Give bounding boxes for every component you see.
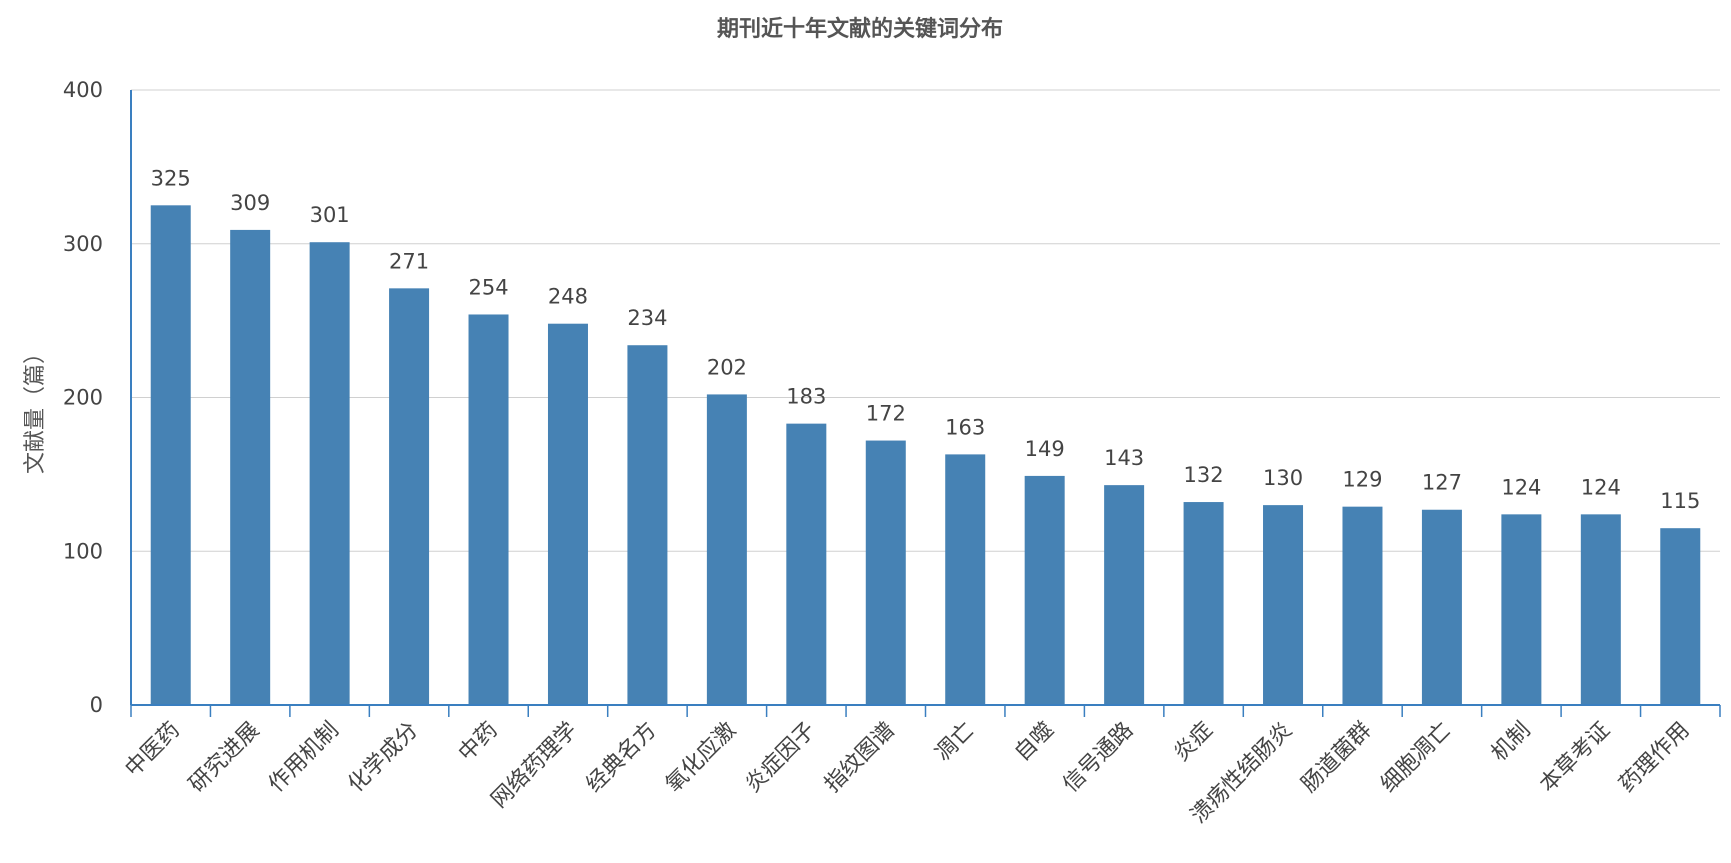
data-label-16: 129 [1342, 468, 1382, 492]
data-label-6: 248 [548, 285, 588, 309]
y-tick-label-400: 400 [63, 78, 103, 102]
data-label-2: 309 [230, 191, 270, 215]
bar-13[interactable] [1104, 485, 1145, 705]
bar-1[interactable] [150, 205, 191, 705]
data-label-8: 202 [707, 355, 747, 379]
x-tick-label-1: 中医药 [121, 718, 185, 782]
bar-20[interactable] [1660, 528, 1701, 705]
x-tick-label-18: 机制 [1487, 718, 1536, 767]
x-tick-label-13: 信号通路 [1058, 718, 1138, 798]
data-label-19: 124 [1581, 475, 1621, 499]
bar-16[interactable] [1342, 506, 1383, 705]
x-tick-label-9: 炎症因子 [741, 718, 821, 798]
x-tick-label-19: 本草考证 [1535, 718, 1615, 798]
y-axis-label: 文献量（篇） [23, 342, 48, 474]
data-label-4: 271 [389, 249, 429, 273]
bar-3[interactable] [309, 242, 350, 705]
data-labels: 325 309 301 271 254 248 234 202 183 172 163 149 143 1… [151, 166, 1701, 513]
x-tick-label-14: 炎症 [1169, 718, 1218, 767]
bar-2[interactable] [230, 229, 271, 705]
bar-14[interactable] [1183, 502, 1224, 705]
y-tick-label-0: 0 [90, 693, 103, 717]
y-tick-label-300: 300 [63, 232, 103, 256]
data-label-5: 254 [468, 275, 508, 299]
data-label-10: 172 [866, 402, 906, 426]
x-tick-label-12: 自噬 [1010, 718, 1059, 767]
bar-19[interactable] [1580, 514, 1621, 705]
bar-9[interactable] [786, 423, 827, 705]
data-label-15: 130 [1263, 466, 1303, 490]
bar-6[interactable] [547, 323, 588, 705]
data-label-14: 132 [1184, 463, 1224, 487]
bar-10[interactable] [865, 440, 906, 705]
data-label-1: 325 [151, 166, 191, 190]
data-label-12: 149 [1025, 437, 1065, 461]
bar-18[interactable] [1501, 514, 1542, 705]
bar-5[interactable] [468, 314, 509, 705]
bar-12[interactable] [1024, 475, 1065, 705]
x-tick-label-8: 氧化应激 [661, 718, 741, 798]
bar-17[interactable] [1421, 509, 1462, 705]
data-label-17: 127 [1422, 471, 1462, 495]
bar-15[interactable] [1263, 505, 1304, 705]
bars [150, 205, 1701, 705]
x-tick-label-5: 中药 [454, 718, 503, 767]
x-tick-label-6: 网络药理学 [487, 718, 582, 813]
bar-7[interactable] [627, 345, 668, 705]
data-label-3: 301 [310, 203, 350, 227]
bar-8[interactable] [706, 394, 747, 705]
x-tick-label-2: 研究进展 [185, 718, 265, 798]
data-label-7: 234 [627, 306, 667, 330]
bar-4[interactable] [389, 288, 430, 705]
chart-title: 期刊近十年文献的关键词分布 [717, 16, 1003, 42]
x-tick-label-7: 经典名方 [582, 718, 662, 798]
x-tick-label-4: 化学成分 [343, 718, 423, 798]
data-label-20: 115 [1660, 489, 1700, 513]
y-axis-ticks: 0 100 200 300 400 [63, 78, 103, 717]
x-tick-label-10: 指纹图谱 [820, 718, 900, 798]
x-tick-label-20: 药理作用 [1615, 718, 1695, 798]
bar-11[interactable] [945, 454, 986, 705]
y-tick-label-200: 200 [63, 386, 103, 410]
x-tick-label-11: 凋亡 [931, 718, 980, 767]
grid-lines [131, 89, 1720, 552]
x-tick-label-3: 作用机制 [264, 718, 344, 798]
data-label-11: 163 [945, 415, 985, 439]
data-label-9: 183 [786, 385, 826, 409]
x-tick-label-16: 肠道菌群 [1297, 718, 1377, 798]
y-tick-label-100: 100 [63, 539, 103, 563]
x-tick-label-17: 细胞凋亡 [1376, 718, 1456, 798]
data-label-13: 143 [1104, 446, 1144, 470]
data-label-18: 124 [1501, 475, 1541, 499]
